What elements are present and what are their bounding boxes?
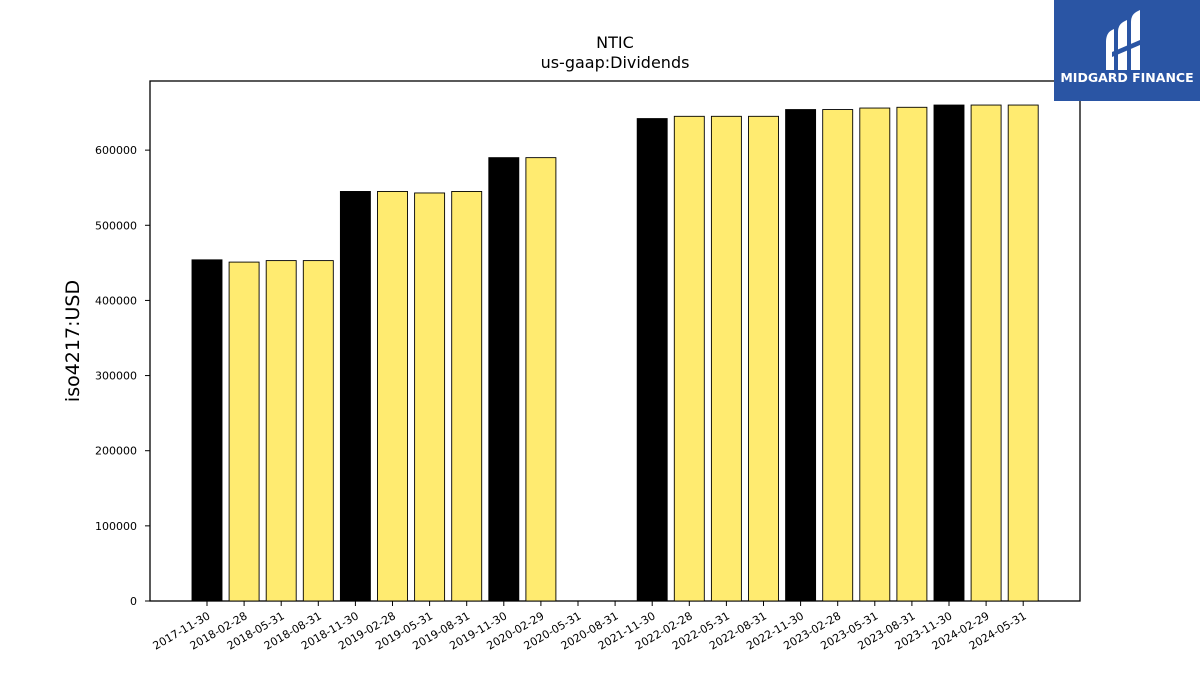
bar-2019-08-31 <box>451 191 483 602</box>
bar-2020-02-29 <box>525 157 557 602</box>
y-tick-label: 400000 <box>95 294 137 307</box>
bar-2019-11-30 <box>488 157 520 602</box>
bar-2024-02-29 <box>970 104 1002 602</box>
chart-title: NTIC <box>596 33 634 52</box>
y-axis-label: iso4217:USD <box>62 280 84 402</box>
bar-2018-05-31 <box>265 260 297 602</box>
y-tick-label: 300000 <box>95 370 137 383</box>
y-tick-label: 100000 <box>95 520 137 533</box>
logo-text: MIDGARD FINANCE <box>1060 70 1194 85</box>
bar-2023-02-28 <box>822 109 854 602</box>
midgard-finance-logo: MIDGARD FINANCE <box>1054 0 1200 101</box>
bar-2019-02-28 <box>377 191 408 602</box>
bars-group <box>191 104 1039 602</box>
y-tick-label: 200000 <box>95 445 137 458</box>
y-tick-label: 0 <box>130 595 137 608</box>
bar-2018-08-31 <box>302 260 334 602</box>
bar-2022-11-30 <box>785 109 817 602</box>
bar-2017-11-30 <box>191 259 223 602</box>
bar-2022-05-31 <box>710 115 742 602</box>
bar-2019-05-31 <box>414 192 446 602</box>
y-tick-label: 500000 <box>95 219 137 232</box>
bar-2023-11-30 <box>933 104 965 602</box>
bar-2023-05-31 <box>859 107 891 602</box>
bar-2018-11-30 <box>339 191 371 602</box>
y-axis: 0 100000 200000 300000 400000 500000 600000 <box>95 144 150 608</box>
bar-2023-08-31 <box>896 106 928 602</box>
bar-2022-08-31 <box>748 115 779 602</box>
bar-2021-11-30 <box>636 118 668 602</box>
chart-subtitle: us-gaap:Dividends <box>541 53 690 72</box>
x-axis: 2017-11-302018-02-282018-05-312018-08-31… <box>151 601 1029 653</box>
y-tick-label: 600000 <box>95 144 137 157</box>
midgard-logo-icon <box>1106 10 1140 70</box>
bar-2018-02-28 <box>228 261 260 602</box>
bar-2024-05-31 <box>1007 104 1039 602</box>
bar-2022-02-28 <box>673 115 705 602</box>
